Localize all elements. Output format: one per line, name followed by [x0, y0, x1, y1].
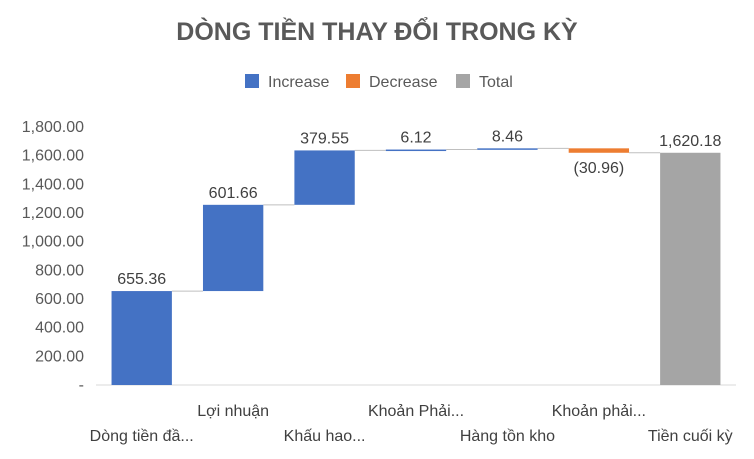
data-label: 379.55	[300, 130, 349, 147]
y-tick-label: 1,800.00	[22, 119, 84, 136]
category-label: Hàng tồn kho	[460, 428, 555, 445]
category-label: Lợi nhuận	[197, 403, 269, 420]
y-tick-label: 200.00	[35, 348, 84, 365]
data-label: 655.36	[117, 271, 166, 288]
data-label: (30.96)	[574, 160, 625, 177]
connector-lines	[171, 147, 661, 292]
data-label: 8.46	[492, 128, 523, 145]
y-tick-label: 800.00	[35, 262, 84, 279]
y-tick-label: 600.00	[35, 291, 84, 308]
y-tick-label: 1,400.00	[22, 176, 84, 193]
legend: Increase Decrease Total	[245, 74, 513, 91]
category-label: Dòng tiền đầ...	[90, 428, 194, 445]
bar-3-increase	[294, 150, 355, 205]
data-label: 601.66	[209, 185, 258, 202]
category-label: Khoản phải...	[552, 403, 646, 420]
legend-swatch-decrease	[346, 74, 360, 88]
bar-5-increase	[477, 148, 538, 150]
bars	[111, 148, 721, 385]
data-labels: 655.36 601.66 379.55 6.12 8.46 (30.96) 1,620.1…	[117, 128, 721, 288]
legend-label-increase: Increase	[268, 74, 329, 91]
legend-swatch-increase	[245, 74, 259, 88]
bar-1-increase	[111, 291, 172, 385]
data-label: 6.12	[400, 130, 431, 147]
chart-title: DÒNG TIỀN THAY ĐỔI TRONG KỲ	[176, 16, 578, 46]
bar-6-decrease	[568, 148, 630, 153]
y-tick-label: 400.00	[35, 320, 84, 337]
category-label: Khoản Phải...	[368, 403, 464, 420]
bar-7-total	[660, 152, 721, 385]
y-tick-label: 1,000.00	[22, 234, 84, 251]
legend-swatch-total	[456, 74, 470, 88]
bar-2-increase	[202, 204, 264, 292]
y-tick-label: 1,200.00	[22, 205, 84, 222]
legend-label-decrease: Decrease	[369, 74, 438, 91]
bar-4-increase	[385, 149, 447, 152]
legend-label-total: Total	[479, 74, 513, 91]
y-tick-label: 1,600.00	[22, 148, 84, 165]
y-tick-label: -	[79, 377, 84, 394]
category-label: Tiền cuối kỳ	[648, 428, 733, 445]
category-label: Khấu hao...	[284, 428, 366, 445]
y-axis: - 200.00 400.00 600.00 800.00 1,000.00 1,200.0…	[22, 119, 736, 394]
data-label: 1,620.18	[659, 133, 721, 150]
